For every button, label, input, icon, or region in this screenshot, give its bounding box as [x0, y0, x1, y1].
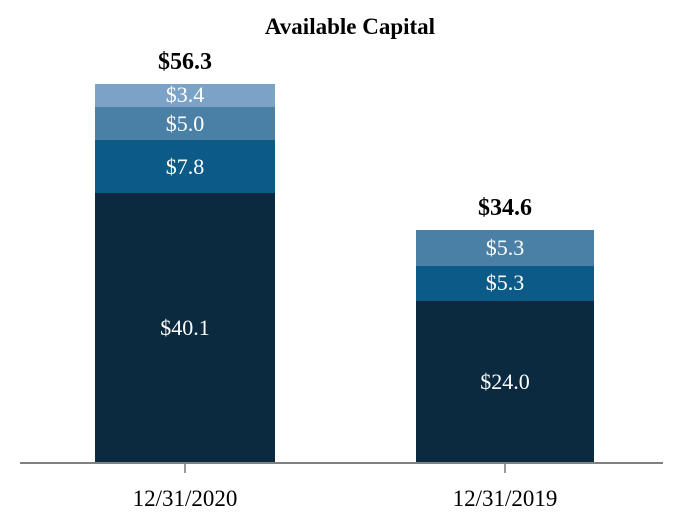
bar-segment: $5.3 [416, 230, 594, 266]
bar-segment: $7.8 [95, 140, 275, 193]
segment-value-label: $24.0 [480, 368, 530, 394]
segment-value-label: $5.3 [485, 270, 525, 296]
bar-stack-2019: $5.3 $5.3 $24.0 [416, 230, 594, 463]
bar-segment: $24.0 [416, 301, 594, 463]
bar-segment: $5.3 [416, 265, 594, 302]
segment-value-label: $5.3 [485, 234, 525, 260]
bar-group-2020: $56.3 $3.4 $5.0 $7.8 $40.1 [95, 50, 275, 463]
segment-value-label: $40.1 [160, 314, 210, 340]
bar-segment: $5.0 [95, 106, 275, 141]
x-axis-line [20, 462, 663, 464]
segment-value-label: $7.8 [165, 153, 205, 179]
chart-title: Available Capital [264, 14, 436, 39]
segment-value-label: $5.0 [165, 110, 205, 136]
x-axis-tick [184, 464, 186, 473]
bar-total-label-2020: $56.3 [158, 49, 212, 75]
bar-segment: $3.4 [95, 84, 275, 107]
bar-group-2019: $34.6 $5.3 $5.3 $24.0 [416, 196, 594, 463]
x-axis-label-2020: 12/31/2020 [132, 486, 238, 511]
bar-segment: $40.1 [95, 192, 275, 463]
x-axis-label-2019: 12/31/2019 [452, 486, 558, 511]
bar-total-label-2019: $34.6 [478, 195, 532, 221]
bar-stack-2020: $3.4 $5.0 $7.8 $40.1 [95, 84, 275, 463]
x-axis-tick [504, 464, 506, 473]
segment-value-label: $3.4 [165, 82, 205, 108]
